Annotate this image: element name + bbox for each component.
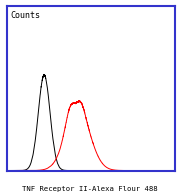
Text: TNF Receptor II-Alexa Flour 488: TNF Receptor II-Alexa Flour 488: [22, 186, 157, 192]
Text: Counts: Counts: [11, 11, 40, 20]
